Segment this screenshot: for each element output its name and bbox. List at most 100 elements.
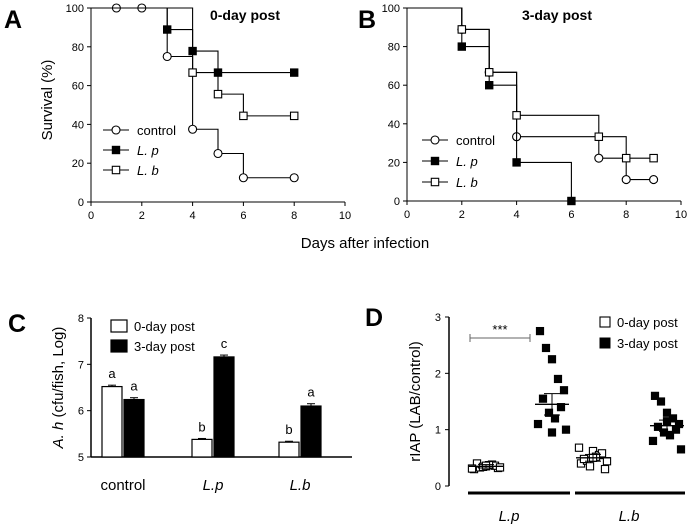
panel-c-bar-3-day-post-l-p [213,356,235,458]
panel-d-legend-marker-0-day-post [599,316,611,328]
panel-d-y-tick-label: 3 [435,312,441,324]
panel-a-point-control [289,173,299,183]
panel-d-point-3-day-post [665,431,675,440]
panel-c-bar-0-day-post-control [101,385,123,458]
panel-c-category-label: L.b [290,477,311,494]
panel-b-point-control [649,175,659,185]
panel-d-point-3-day-post [662,408,672,417]
panel-b-x-tick-label: 6 [568,209,574,221]
panel-a-point-l-b [289,111,299,121]
panel-a-point-l-b [213,89,223,99]
panel-c-legend-swatch-0-day-post [110,319,128,333]
panel-d-y-tick-label: 2 [435,368,441,380]
panel-c-bar-0-day-post-l-p [191,438,213,458]
panel-d-point-0-day-post [602,457,612,466]
panel-d-significance-stars: *** [492,322,507,337]
panel-d-point-3-day-post [648,436,658,446]
panel-d-point-3-day-post [541,343,551,353]
panel-a-legend-marker-l-p [111,145,121,155]
panel-c-bar-3-day-post-control [123,398,145,458]
panel-c-bar-3-day-post-l-b [300,405,322,458]
panel-c-category-label: control [100,477,145,494]
panel-d-point-3-day-post [559,386,569,395]
panel-b-x-tick-label: 8 [623,209,629,221]
panel-c-y-axis-label: A. h (cfu/fish, Log) [50,327,67,450]
panel-b-line-control [407,7,654,181]
panel-d-point-3-day-post [547,355,557,364]
panel-b-x-tick-label: 0 [404,209,410,221]
panel-a-x-tick-label: 10 [339,210,351,222]
panel-a-legend-label-control: control [137,123,176,138]
panel-d-legend-marker-3-day-post [599,337,611,349]
panel-b-point-l-b [512,111,521,120]
panel-d-point-0-day-post [467,464,477,473]
panel-c-legend-label-0-day-post: 0-day post [134,319,195,334]
panel-b-y-tick-label: 0 [394,196,400,208]
panel-b-y-tick-label: 60 [388,80,400,92]
panel-b-x-tick-label: 4 [514,209,520,221]
panel-a-y-axis-label: Survival (%) [39,60,56,141]
panel-a-point-l-p [290,68,299,77]
panel-b-line-l-b [407,7,654,159]
panel-d-point-3-day-post [650,391,660,400]
panel-d-point-3-day-post [561,425,571,434]
panel-c-significance-letter: c [221,336,228,351]
panel-a-legend-marker-control [111,125,121,135]
panel-b-point-l-b [484,68,494,77]
panel-a-legend-label-l-p: L. p [137,143,159,158]
panel-c-y-axis-label-italic: A. h [50,422,67,450]
panel-d-point-3-day-post [550,414,560,423]
panel-c-y-tick-label: 5 [78,452,84,464]
panel-b-point-l-p [485,81,494,90]
panel-a-point-control [238,173,248,183]
panel-a-x-tick-label: 2 [139,210,145,222]
panel-d-point-0-day-post [579,454,589,464]
panel-b-y-tick-label: 80 [388,42,400,54]
panel-b-point-l-p [457,42,467,51]
panel-b-x-tick-label: 2 [459,209,465,221]
panel-d-y-tick-label: 0 [435,481,441,493]
panel-b-point-control [594,153,604,163]
panel-d-point-3-day-post [656,397,666,406]
panel-d-category-label: L.p [499,508,520,525]
panel-a-y-tick-label: 100 [66,3,84,15]
panel-a-y-tick-label: 80 [72,42,84,54]
panel-d-point-3-day-post [676,445,686,454]
panel-c-category-label: L.p [203,477,224,494]
panel-b-point-l-b [621,153,631,163]
panel-d-y-tick-label: 1 [435,425,441,437]
panel-c-y-tick-label: 7 [78,359,84,371]
panel-b-legend-marker-l-p [430,156,440,166]
panel-b-y-tick-label: 100 [382,3,400,15]
panel-d-point-0-day-post [495,463,505,472]
panel-d-y-axis-label: rIAP (LAB/control) [407,341,424,462]
panel-a-x-tick-label: 8 [291,210,297,222]
panel-a-point-control [213,148,223,159]
panel-a-y-tick-label: 20 [72,158,84,170]
panel-c-legend-swatch-3-day-post [110,339,128,353]
panel-b-legend-marker-control [430,135,440,145]
panel-b-y-tick-label: 20 [388,157,400,169]
panel-b-point-l-b [649,153,658,163]
panel-d-point-3-day-post [556,403,566,412]
panel-a-y-tick-label: 0 [78,197,84,209]
panel-c-significance-letter: a [108,366,116,381]
panel-a-y-tick-label: 60 [72,81,84,93]
panel-d-point-3-day-post [544,408,554,417]
panel-d-point-3-day-post [547,428,557,437]
panel-a-x-tick-label: 0 [88,210,94,222]
panel-d-category-label: L.b [619,508,640,525]
panel-letter-d: D [365,304,383,332]
panel-b-x-tick-label: 10 [675,209,687,221]
panel-b-legend-label-l-b: L. b [456,175,478,190]
panel-c-y-tick-label: 8 [78,313,84,325]
panel-c-significance-letter: b [198,419,205,434]
panel-d-point-3-day-post [538,394,548,403]
panel-d-point-0-day-post [574,443,584,452]
panel-a-title: 0-day post [210,7,280,23]
panel-b-legend-label-l-p: L. p [456,154,478,169]
panel-b-point-l-p [567,196,576,206]
panel-a-legend-label-l-b: L. b [137,163,159,178]
panel-d-point-3-day-post [653,422,663,431]
